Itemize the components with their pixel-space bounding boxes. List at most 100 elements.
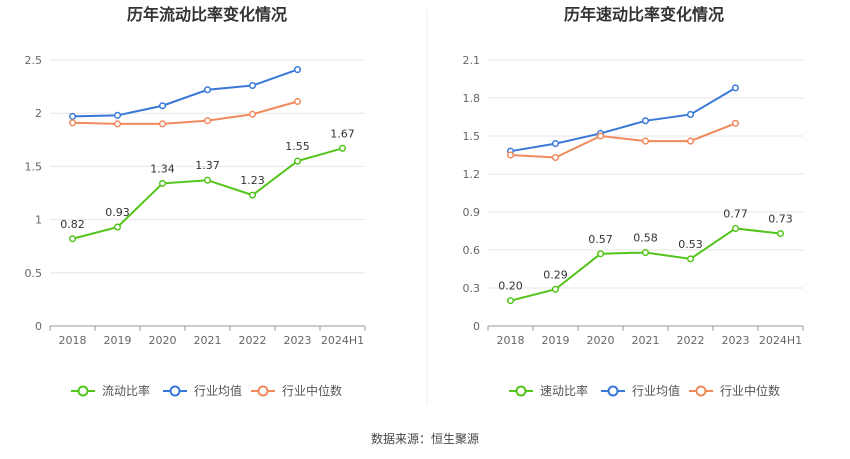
- industry-average-line: [510, 87, 737, 153]
- x-tick-label: 2020: [149, 334, 177, 347]
- y-tick-label: 0.6: [463, 244, 481, 257]
- legend-label: 行业均值: [632, 383, 680, 398]
- x-tick-label: 2018: [59, 334, 87, 347]
- industry-average-line: [72, 68, 298, 118]
- primary-ratio-point[interactable]: [338, 144, 347, 152]
- legend-marker: [257, 385, 269, 397]
- primary-ratio-point[interactable]: [248, 191, 257, 199]
- data-label: 0.20: [498, 280, 523, 293]
- industry-median-point[interactable]: [506, 151, 515, 159]
- x-tick-label: 2019: [542, 334, 570, 347]
- data-label: 0.58: [633, 232, 658, 245]
- y-tick-label: 2.1: [463, 54, 481, 67]
- data-label: 1.67: [330, 127, 355, 140]
- primary-ratio-point[interactable]: [203, 176, 212, 184]
- data-label: 0.93: [105, 206, 130, 219]
- industry-average-point[interactable]: [551, 140, 560, 148]
- industry-median-line: [510, 122, 736, 159]
- chart-title: 历年速动比率变化情况: [564, 5, 724, 24]
- y-tick-label: 1.2: [463, 168, 481, 181]
- y-tick-label: 0.9: [463, 206, 481, 219]
- industry-average-point[interactable]: [686, 110, 695, 119]
- legend-item-industry-median[interactable]: 行业中位数: [689, 383, 780, 398]
- y-tick-label: 0: [473, 320, 480, 333]
- data-label: 0.29: [543, 268, 568, 281]
- y-tick-label: 1: [35, 214, 42, 227]
- primary-ratio-point[interactable]: [68, 235, 77, 243]
- industry-average-point[interactable]: [641, 117, 650, 125]
- industry-average-point[interactable]: [113, 111, 122, 119]
- x-tick-label: 2020: [587, 334, 615, 347]
- data-label: 1.34: [150, 162, 175, 175]
- y-tick-label: 1.8: [463, 92, 481, 105]
- legend-item-primary-ratio[interactable]: 流动比率: [71, 383, 150, 398]
- industry-median-point[interactable]: [731, 119, 740, 127]
- primary-ratio-point[interactable]: [551, 285, 560, 293]
- industry-median-point[interactable]: [158, 120, 167, 128]
- y-tick-label: 0.5: [25, 267, 43, 280]
- industry-median-point[interactable]: [113, 120, 122, 128]
- legend-label: 行业中位数: [282, 383, 342, 398]
- data-label: 0.77: [723, 207, 748, 220]
- x-tick-label: 2023: [722, 334, 750, 347]
- industry-median-point[interactable]: [248, 110, 257, 118]
- data-label: 0.73: [768, 213, 793, 226]
- industry-median-point[interactable]: [686, 137, 695, 145]
- legend-item-industry-average[interactable]: 行业均值: [163, 383, 242, 398]
- legend-item-industry-median[interactable]: 行业中位数: [251, 383, 342, 398]
- industry-median-point[interactable]: [596, 132, 605, 140]
- industry-average-point[interactable]: [68, 112, 77, 120]
- x-tick-label: 2021: [194, 334, 222, 347]
- data-label: 0.57: [588, 233, 613, 246]
- x-tick-label: 2024H1: [321, 334, 364, 347]
- industry-average-point[interactable]: [203, 86, 212, 94]
- primary-ratio-point[interactable]: [686, 255, 695, 263]
- primary-ratio-point[interactable]: [158, 179, 167, 187]
- legend-label: 流动比率: [102, 383, 150, 398]
- primary-ratio-point[interactable]: [641, 248, 650, 257]
- industry-median-point[interactable]: [293, 97, 302, 106]
- y-tick-label: 0.3: [463, 282, 481, 295]
- current-ratio-chart: 历年流动比率变化情况 0 0.5 1 1.5 2 2.5 2018 2019 2020 2021 20…: [25, 5, 366, 398]
- industry-median-point[interactable]: [641, 137, 650, 145]
- x-tick-label: 2022: [677, 334, 705, 347]
- legend-marker: [515, 385, 527, 397]
- y-tick-label: 2.5: [25, 54, 43, 67]
- industry-average-point[interactable]: [731, 84, 740, 92]
- data-label: 1.37: [195, 159, 220, 172]
- legend-marker: [77, 385, 89, 397]
- primary-ratio-point[interactable]: [596, 250, 605, 258]
- data-source: 数据来源：恒生聚源: [371, 431, 479, 446]
- primary-ratio-point[interactable]: [293, 157, 302, 165]
- legend-marker: [169, 385, 181, 397]
- data-label: 1.55: [285, 140, 310, 153]
- x-tick-label: 2019: [104, 334, 132, 347]
- industry-median-point[interactable]: [551, 153, 560, 162]
- legend-item-industry-average[interactable]: 行业均值: [601, 383, 680, 398]
- legend-item-primary-ratio[interactable]: 速动比率: [509, 383, 588, 398]
- industry-average-point[interactable]: [293, 66, 302, 74]
- x-tick-label: 2022: [239, 334, 267, 347]
- industry-median-point[interactable]: [203, 117, 212, 125]
- primary-ratio-point[interactable]: [113, 223, 122, 231]
- data-label: 0.53: [678, 238, 703, 251]
- legend-marker: [607, 385, 619, 397]
- legend-marker: [695, 385, 707, 397]
- primary-ratio-point[interactable]: [776, 229, 785, 238]
- x-tick-label: 2018: [497, 334, 525, 347]
- y-tick-label: 1.5: [463, 130, 481, 143]
- primary-ratio-point[interactable]: [506, 297, 515, 305]
- legend-label: 行业中位数: [720, 383, 780, 398]
- data-label: 0.82: [60, 218, 85, 231]
- primary-ratio-point[interactable]: [731, 224, 740, 233]
- industry-average-point[interactable]: [158, 102, 167, 110]
- quick-ratio-chart: 历年速动比率变化情况 0 0.3 0.6 0.9 1.2 1.5 1.8 2.1 2018 2019…: [463, 5, 804, 398]
- x-tick-label: 2023: [284, 334, 312, 347]
- chart-title: 历年流动比率变化情况: [127, 5, 287, 24]
- x-tick-label: 2021: [632, 334, 660, 347]
- legend-label: 行业均值: [194, 383, 242, 398]
- industry-average-point[interactable]: [248, 81, 257, 90]
- industry-median-point[interactable]: [68, 119, 77, 127]
- y-tick-label: 2: [35, 107, 42, 120]
